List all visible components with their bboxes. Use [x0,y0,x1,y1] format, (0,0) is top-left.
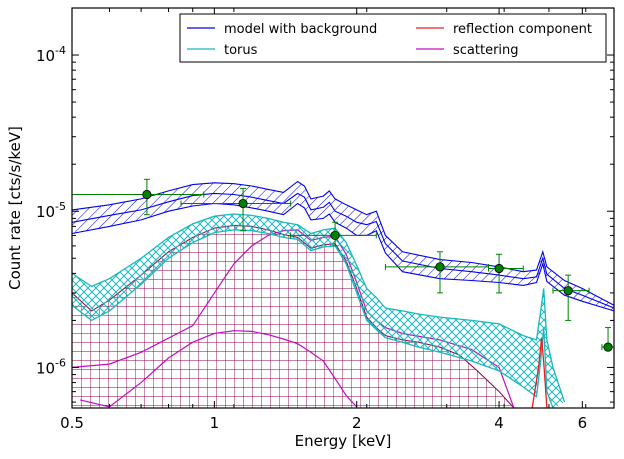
x-axis-label: Energy [keV] [295,432,392,450]
legend-frame [179,13,607,63]
data-point [601,327,614,352]
x-tick-label: 2 [352,414,362,432]
y-tick-label: 10-4 [36,44,66,65]
scattering-line [79,330,358,408]
data-marker [435,262,445,272]
data-marker [142,189,152,200]
model-band [72,181,614,311]
data-point [180,187,292,232]
x-tick-label: 0.5 [60,414,84,432]
x-tick-label: 6 [578,414,588,432]
data-point [488,253,524,294]
y-tick-label: 10-5 [36,200,66,221]
data-point [72,178,205,216]
plot-area [72,178,614,408]
legend-label-model: model with background [224,22,377,37]
x-tick-label: 4 [494,414,504,432]
x-tick-label: 1 [210,414,220,432]
torus-band-lower [72,229,554,408]
data-marker [494,263,504,274]
data-marker [603,342,613,352]
plot-frame [71,7,615,409]
tick-labels: 0.5 1 2 4 6 10-6 10-5 10-4 [36,44,587,432]
legend-label-torus: torus [224,43,258,58]
y-tick-label: 10-6 [36,356,66,377]
legend: model with background reflection compone… [179,13,607,63]
data-marker [330,230,340,241]
reflection-line [531,337,548,408]
data-marker [238,198,248,209]
model-band-upper [72,180,614,306]
data-point [290,221,377,247]
y-axis-label: Count rate [cts/s/keV] [6,126,24,290]
data-point [552,274,590,321]
legend-label-scattering: scattering [453,43,519,58]
reflection-band [72,225,514,408]
torus-band-upper [72,213,566,403]
legend-label-reflection: reflection component [453,22,592,37]
model-band-inner [72,192,614,309]
data-marker [563,286,573,296]
